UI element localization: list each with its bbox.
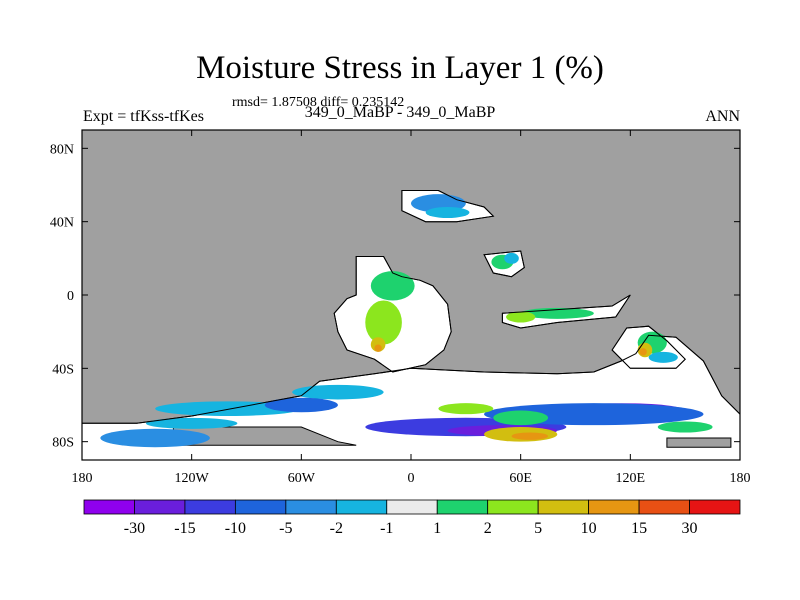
blob-nat-cyan: [425, 207, 470, 218]
colorbar-label: 5: [534, 520, 542, 537]
blob-indian-green: [493, 410, 549, 426]
blob-atl-orange: [374, 344, 382, 352]
blob-pac-orange: [639, 348, 647, 356]
y-tick-label: 80N: [50, 142, 74, 157]
colorbar-box: [386, 499, 438, 515]
colorbar-label: -10: [225, 520, 246, 537]
colorbar-label: -15: [174, 520, 195, 537]
colorbar-box: [234, 499, 287, 515]
colorbar-box: [588, 499, 640, 515]
colorbar-label: 2: [484, 520, 492, 537]
ocean-pacific-se-coast: [611, 325, 686, 369]
case-label: 349_0_MaBP - 349_0_MaBP: [304, 104, 496, 121]
colorbar-label: 1: [433, 520, 441, 537]
colorbar-box: [689, 499, 741, 515]
blob-south-atl-blue: [264, 397, 338, 413]
colorbar: -30 -15 -10 -5 -2 -1 1 2 5 10 15 30: [83, 499, 741, 537]
ocean-north-atlantic-coast: [401, 190, 495, 223]
colorbar-box: [638, 499, 690, 515]
blob-indian-n-lime: [506, 311, 536, 323]
stats-text: rmsd= 1.87508 diff= 0.235142: [232, 95, 405, 110]
blob-pac-cyan: [648, 351, 678, 363]
colorbar-box: [335, 499, 388, 515]
colorbar-label: 10: [581, 520, 597, 537]
colorbar-box: [436, 499, 489, 515]
colorbar-box: [487, 499, 539, 515]
y-tick-label: 80S: [52, 436, 74, 451]
colorbar-label: -30: [124, 520, 145, 537]
colorbar-label: -5: [279, 520, 292, 537]
ocean-atlantic-coast: [333, 256, 452, 373]
colorbar-box: [184, 499, 236, 515]
x-tick-label: 60W: [288, 471, 316, 486]
experiment-label: Expt = tfKss-tfKes: [83, 108, 205, 125]
blob-south-green: [657, 421, 713, 433]
land-patch-ross: [666, 437, 732, 448]
x-tick-label: 180: [730, 471, 751, 486]
ocean-indian-north-coast: [501, 294, 631, 329]
map-area: [81, 130, 741, 461]
ocean-south-coast: [81, 334, 741, 461]
blob-south-atl-cyan: [292, 384, 384, 400]
ocean-arabian-coast: [483, 250, 525, 278]
blob-indian-lime: [438, 403, 494, 415]
colorbar-label: 15: [631, 520, 647, 537]
season-label: ANN: [705, 108, 740, 125]
x-tick-label: 60E: [509, 471, 532, 486]
y-tick-label: 0: [67, 289, 74, 304]
colorbar-box: [285, 499, 337, 515]
x-tick-label: 180: [72, 471, 93, 486]
blob-atl-lime: [365, 300, 402, 345]
y-tick-label: 40N: [50, 216, 74, 231]
blob-south-cyan: [145, 417, 238, 429]
blob-arab-cyan: [504, 252, 519, 264]
colorbar-label: -1: [380, 520, 393, 537]
x-tick-label: 0: [408, 471, 415, 486]
blob-atl-green: [370, 271, 415, 301]
colorbar-label: -2: [330, 520, 343, 537]
x-tick-label: 120W: [175, 471, 210, 486]
blob-indian-orange: [511, 432, 549, 440]
blob-pacific-blue: [100, 428, 210, 448]
map-axes: 180 120W 60W 0 60E 120E 180 80N 40N 0 40S 80S: [50, 129, 751, 486]
y-tick-label: 40S: [52, 362, 74, 377]
colorbar-box: [83, 499, 135, 515]
colorbar-box: [134, 499, 186, 515]
colorbar-box: [537, 499, 590, 515]
chart-title: Moisture Stress in Layer 1 (%): [196, 50, 604, 86]
colorbar-label: 30: [682, 520, 698, 537]
x-tick-label: 120E: [616, 471, 646, 486]
